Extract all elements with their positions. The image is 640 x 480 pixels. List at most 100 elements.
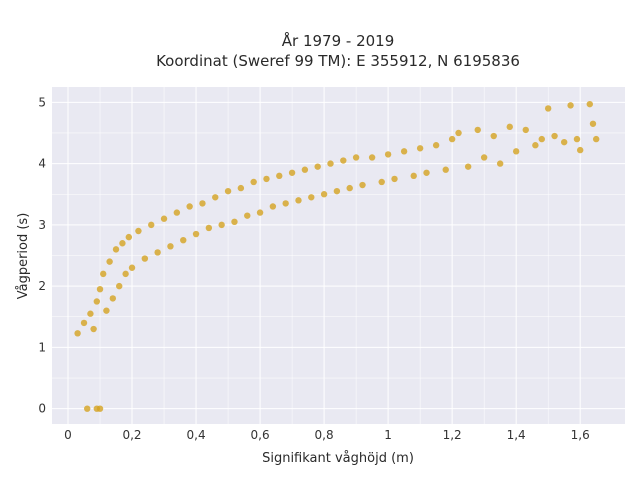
data-point	[352, 154, 360, 161]
data-point	[192, 230, 200, 238]
data-point	[87, 310, 94, 317]
data-point	[141, 255, 149, 262]
data-point	[448, 135, 456, 143]
data-point	[567, 102, 574, 109]
data-point	[154, 249, 161, 256]
x-tick-label: 0,8	[315, 428, 334, 442]
data-point	[592, 135, 600, 143]
data-point	[560, 138, 568, 146]
data-point	[576, 146, 584, 154]
data-point	[442, 166, 449, 173]
data-point	[359, 181, 366, 189]
data-point	[269, 203, 277, 210]
data-point	[490, 132, 497, 140]
data-point	[586, 100, 593, 108]
data-point	[589, 120, 597, 127]
data-point	[308, 194, 315, 201]
data-point	[455, 129, 462, 137]
data-point	[532, 142, 539, 149]
data-point	[506, 123, 513, 131]
y-tick-label: 2	[38, 279, 46, 293]
y-tick-labels: 0 1 2 3 4 5	[38, 95, 46, 415]
grid-layer	[52, 87, 625, 424]
data-point	[112, 246, 120, 253]
data-point	[148, 221, 155, 229]
data-point	[538, 135, 545, 143]
data-point	[186, 203, 193, 210]
data-point	[119, 240, 126, 247]
x-tick-label: 0,2	[122, 428, 141, 442]
data-point	[340, 157, 347, 164]
data-point	[218, 221, 225, 229]
data-point	[384, 151, 392, 158]
data-point	[103, 307, 110, 314]
data-point	[416, 145, 424, 152]
data-point	[125, 233, 133, 241]
x-axis-label: Signifikant våghöjd (m)	[262, 451, 414, 466]
data-point	[333, 187, 341, 195]
data-point	[122, 270, 129, 278]
data-point	[346, 184, 353, 192]
data-point	[100, 270, 107, 278]
chart-title-line-2: Koordinat (Sweref 99 TM): E 355912, N 61…	[156, 52, 520, 70]
data-point	[84, 405, 91, 412]
data-point	[522, 126, 529, 134]
data-point	[544, 105, 552, 112]
data-point	[250, 178, 257, 186]
data-point	[167, 243, 174, 250]
x-tick-label: 1,6	[571, 428, 590, 442]
data-point	[205, 224, 213, 232]
data-point	[573, 135, 581, 143]
y-tick-label: 0	[38, 402, 46, 416]
chart-title-line-1: År 1979 - 2019	[282, 31, 395, 50]
data-point	[496, 160, 504, 167]
points-layer	[74, 100, 600, 412]
data-point	[135, 227, 142, 235]
x-tick-label: 1	[384, 428, 392, 442]
data-point	[378, 178, 385, 186]
data-point	[314, 163, 321, 170]
data-point	[410, 172, 417, 180]
data-point	[288, 169, 296, 176]
x-tick-label: 0	[64, 428, 72, 442]
data-point	[391, 175, 398, 183]
x-tick-label: 0,4	[187, 428, 206, 442]
data-point	[276, 172, 283, 180]
data-point	[400, 148, 408, 155]
data-point	[282, 200, 289, 207]
data-point	[80, 319, 88, 327]
data-point	[464, 163, 472, 170]
data-point	[173, 209, 181, 216]
data-point	[106, 258, 113, 265]
data-point	[116, 282, 123, 290]
data-point	[224, 187, 232, 195]
data-point	[128, 264, 136, 271]
data-point	[93, 298, 101, 305]
y-tick-label: 4	[38, 157, 46, 171]
data-point	[96, 405, 104, 412]
y-axis-label: Vågperiod (s)	[16, 213, 31, 300]
x-tick-label: 1,2	[443, 428, 462, 442]
data-point	[96, 286, 104, 293]
data-point	[551, 132, 558, 140]
y-tick-label: 3	[38, 218, 46, 232]
data-point	[199, 200, 206, 207]
y-tick-label: 1	[38, 340, 46, 354]
data-point	[320, 191, 328, 198]
data-point	[109, 295, 117, 302]
data-point	[368, 154, 376, 161]
data-point	[90, 325, 97, 333]
data-point	[474, 126, 481, 134]
data-point	[301, 166, 309, 173]
x-tick-label: 0,6	[251, 428, 270, 442]
data-point	[180, 236, 187, 244]
x-tick-labels: 0 0,2 0,4 0,6 0,8 1 1,2 1,4 1,6	[64, 428, 590, 442]
y-tick-label: 5	[38, 95, 46, 109]
data-point	[160, 215, 168, 222]
data-point	[231, 218, 238, 225]
data-point	[423, 169, 430, 176]
x-tick-label: 1,4	[507, 428, 526, 442]
data-point	[237, 184, 245, 192]
data-point	[295, 197, 302, 204]
